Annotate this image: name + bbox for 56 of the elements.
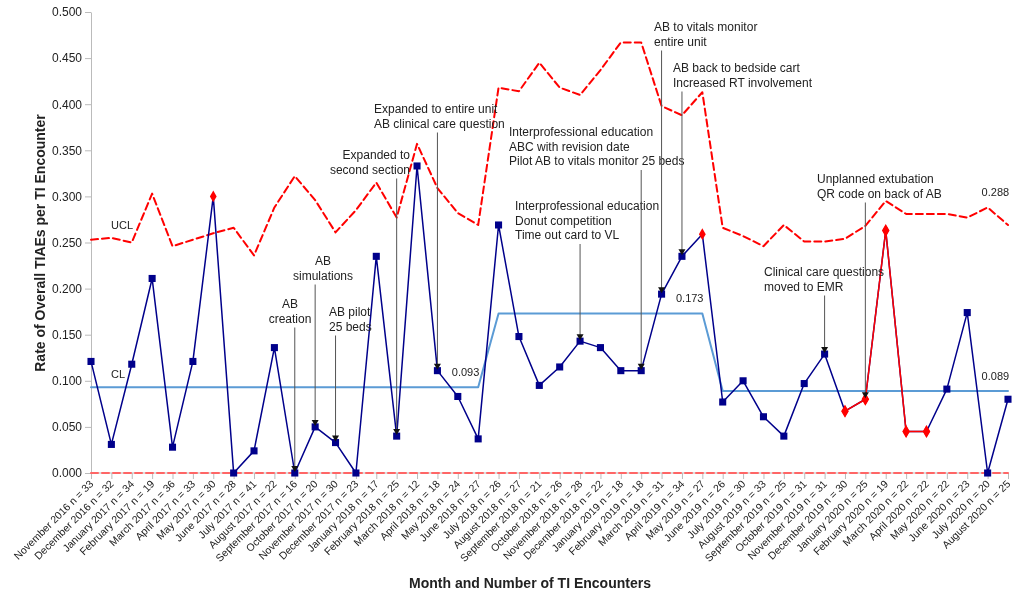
annotation: AB back to bedside cart Increased RT involvement <box>673 61 813 90</box>
point <box>413 162 421 170</box>
point <box>780 432 788 440</box>
point <box>107 440 115 448</box>
series-label: CL <box>111 368 126 381</box>
point <box>270 344 278 352</box>
point <box>495 221 503 229</box>
data-label: 0.089 <box>981 369 1010 382</box>
annotation: AB creation <box>268 297 312 326</box>
point <box>1004 395 1012 403</box>
y-tick-label: 0.050 <box>51 420 83 435</box>
point <box>800 380 808 388</box>
point <box>372 252 380 260</box>
point <box>719 398 727 406</box>
point <box>963 309 971 317</box>
point <box>596 344 604 352</box>
point <box>148 274 156 282</box>
point <box>168 443 177 451</box>
y-tick-label: 0.400 <box>51 97 83 112</box>
annotation: Expanded to second section <box>329 148 411 177</box>
y-axis-title: Rate of Overall TIAEs per TI Encounter <box>32 113 48 372</box>
annotation: Unplanned extubation QR code on back of AB <box>817 172 942 201</box>
point <box>535 381 543 389</box>
point <box>739 377 747 385</box>
point <box>678 252 686 260</box>
y-tick-label: 0.450 <box>51 51 83 66</box>
data-label: 0.093 <box>451 366 480 379</box>
point <box>576 337 584 345</box>
point <box>515 333 523 341</box>
y-tick-label: 0.500 <box>51 5 83 20</box>
annotation: AB simulations <box>292 254 354 283</box>
y-tick-label: 0.000 <box>51 466 83 481</box>
point <box>189 357 197 365</box>
point <box>556 363 564 371</box>
annotation: Interprofessional education Donut competition Time out card to VL <box>515 199 660 243</box>
point <box>87 357 95 365</box>
point <box>821 350 829 358</box>
point <box>759 413 767 421</box>
point <box>454 392 462 401</box>
data-label: 0.288 <box>981 186 1010 199</box>
point <box>128 360 136 368</box>
y-tick-label: 0.250 <box>51 235 83 250</box>
series-label: UCL <box>111 218 134 231</box>
y-tick-label: 0.300 <box>51 189 83 204</box>
point <box>617 367 625 375</box>
data-label: 0.173 <box>675 292 704 305</box>
y-tick-label: 0.100 <box>51 374 83 389</box>
annotation: AB to vitals monitor entire unit <box>654 20 758 49</box>
point <box>943 385 951 393</box>
point <box>474 435 482 443</box>
point <box>637 367 645 375</box>
y-tick-label: 0.200 <box>51 281 83 296</box>
y-tick-label: 0.150 <box>51 328 83 343</box>
x-axis-title: Month and Number of TI Encounters <box>409 575 652 591</box>
y-tick-label: 0.350 <box>51 143 83 158</box>
point <box>250 447 258 455</box>
